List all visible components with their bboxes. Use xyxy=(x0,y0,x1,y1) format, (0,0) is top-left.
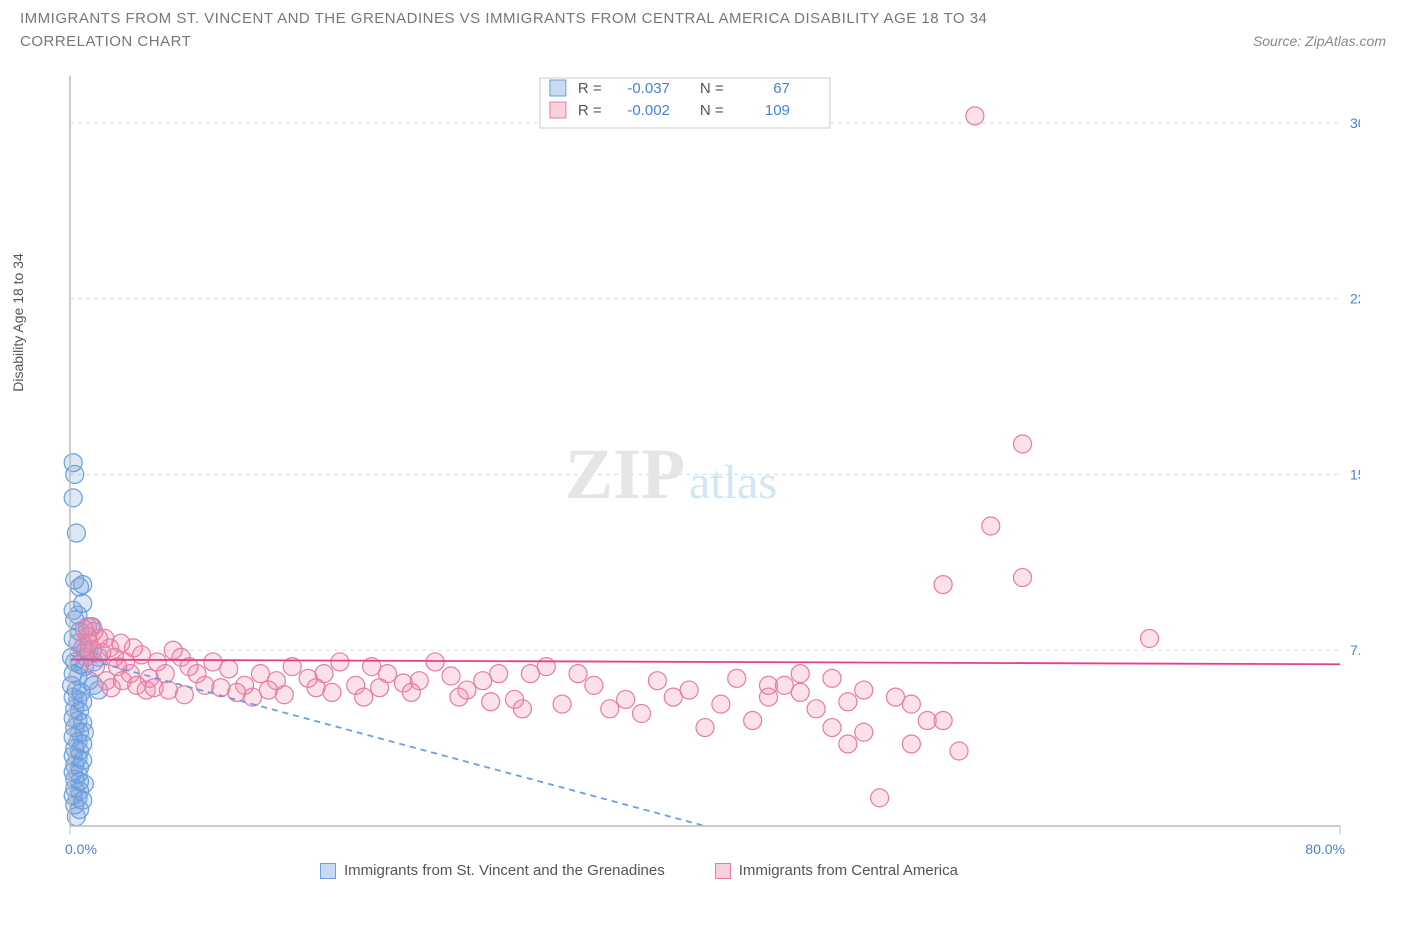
x-tick-label: 0.0% xyxy=(65,841,97,856)
data-point xyxy=(902,695,920,713)
stats-n-value: 109 xyxy=(765,102,790,119)
data-point xyxy=(212,679,230,697)
stats-n-label: N = xyxy=(700,102,724,119)
x-tick-label: 80.0% xyxy=(1305,841,1345,856)
legend-swatch xyxy=(320,863,336,879)
data-point xyxy=(164,641,182,659)
data-point xyxy=(934,576,952,594)
data-point xyxy=(823,719,841,737)
chart-title-line2: CORRELATION CHART xyxy=(20,33,191,50)
stats-n-label: N = xyxy=(700,80,724,97)
legend-item: Immigrants from St. Vincent and the Gren… xyxy=(320,862,665,879)
data-point xyxy=(537,658,555,676)
y-axis-label: Disability Age 18 to 34 xyxy=(10,253,26,392)
data-point xyxy=(950,742,968,760)
y-tick-label: 30.0% xyxy=(1350,115,1360,131)
data-point xyxy=(450,688,468,706)
data-point xyxy=(982,517,1000,535)
data-point xyxy=(728,669,746,687)
stats-swatch xyxy=(550,102,566,118)
data-point xyxy=(371,679,389,697)
data-point xyxy=(64,489,82,507)
data-point xyxy=(66,465,84,483)
stats-r-value: -0.037 xyxy=(627,80,670,97)
legend-item: Immigrants from Central America xyxy=(715,862,958,879)
y-tick-label: 7.5% xyxy=(1350,642,1360,658)
data-point xyxy=(513,700,531,718)
data-point xyxy=(807,700,825,718)
data-point xyxy=(220,660,238,678)
data-point xyxy=(664,688,682,706)
data-point xyxy=(633,705,651,723)
data-point xyxy=(442,667,460,685)
data-point xyxy=(791,683,809,701)
data-point xyxy=(760,676,778,694)
data-point xyxy=(569,665,587,683)
y-tick-label: 15.0% xyxy=(1350,466,1360,482)
data-point xyxy=(966,107,984,125)
header-row: CORRELATION CHART Source: ZipAtlas.com xyxy=(20,33,1386,56)
data-point xyxy=(196,676,214,694)
stats-n-value: 67 xyxy=(773,80,790,97)
data-point xyxy=(791,665,809,683)
stats-swatch xyxy=(550,80,566,96)
stats-r-value: -0.002 xyxy=(627,102,670,119)
data-point xyxy=(1141,630,1159,648)
legend: Immigrants from St. Vincent and the Gren… xyxy=(20,862,1386,879)
data-point xyxy=(823,669,841,687)
source-label: Source: ZipAtlas.com xyxy=(1253,33,1386,49)
watermark: ZIPatlas xyxy=(565,434,777,514)
data-point xyxy=(159,681,177,699)
data-point xyxy=(712,695,730,713)
data-point xyxy=(855,723,873,741)
data-point xyxy=(839,693,857,711)
data-point xyxy=(601,700,619,718)
data-point xyxy=(585,676,603,694)
data-point xyxy=(148,653,166,671)
stats-r-label: R = xyxy=(578,102,602,119)
data-point xyxy=(855,681,873,699)
data-point xyxy=(323,683,341,701)
legend-label: Immigrants from Central America xyxy=(739,862,958,879)
data-point xyxy=(175,686,193,704)
chart-container: Disability Age 18 to 34 7.5%15.0%22.5%30… xyxy=(20,66,1386,856)
data-point xyxy=(402,683,420,701)
stats-r-label: R = xyxy=(578,80,602,97)
data-point xyxy=(252,665,270,683)
y-tick-label: 22.5% xyxy=(1350,291,1360,307)
data-point xyxy=(934,712,952,730)
data-point xyxy=(275,686,293,704)
data-point xyxy=(648,672,666,690)
data-point xyxy=(680,681,698,699)
data-point xyxy=(521,665,539,683)
chart-title-line1: IMMIGRANTS FROM ST. VINCENT AND THE GREN… xyxy=(20,10,1386,27)
legend-label: Immigrants from St. Vincent and the Gren… xyxy=(344,862,665,879)
data-point xyxy=(839,735,857,753)
data-point xyxy=(553,695,571,713)
data-point xyxy=(204,653,222,671)
legend-swatch xyxy=(715,863,731,879)
data-point xyxy=(355,688,373,706)
data-point xyxy=(74,576,92,594)
data-point xyxy=(696,719,714,737)
data-point xyxy=(74,594,92,612)
data-point xyxy=(331,653,349,671)
scatter-chart: 7.5% 15.0% 22.5% 30.0% ZIPatlas 0.0% 80.0% R = -… xyxy=(20,66,1360,856)
data-point xyxy=(474,672,492,690)
data-point xyxy=(490,665,508,683)
data-point xyxy=(871,789,889,807)
data-point xyxy=(307,679,325,697)
data-point xyxy=(902,735,920,753)
data-point xyxy=(75,620,93,638)
data-point xyxy=(259,681,277,699)
data-point xyxy=(1014,569,1032,587)
data-point xyxy=(426,653,444,671)
data-point xyxy=(887,688,905,706)
data-point xyxy=(1014,435,1032,453)
data-point xyxy=(744,712,762,730)
data-point xyxy=(617,690,635,708)
trend-line xyxy=(70,660,1340,665)
data-point xyxy=(74,639,92,657)
data-point xyxy=(482,693,500,711)
